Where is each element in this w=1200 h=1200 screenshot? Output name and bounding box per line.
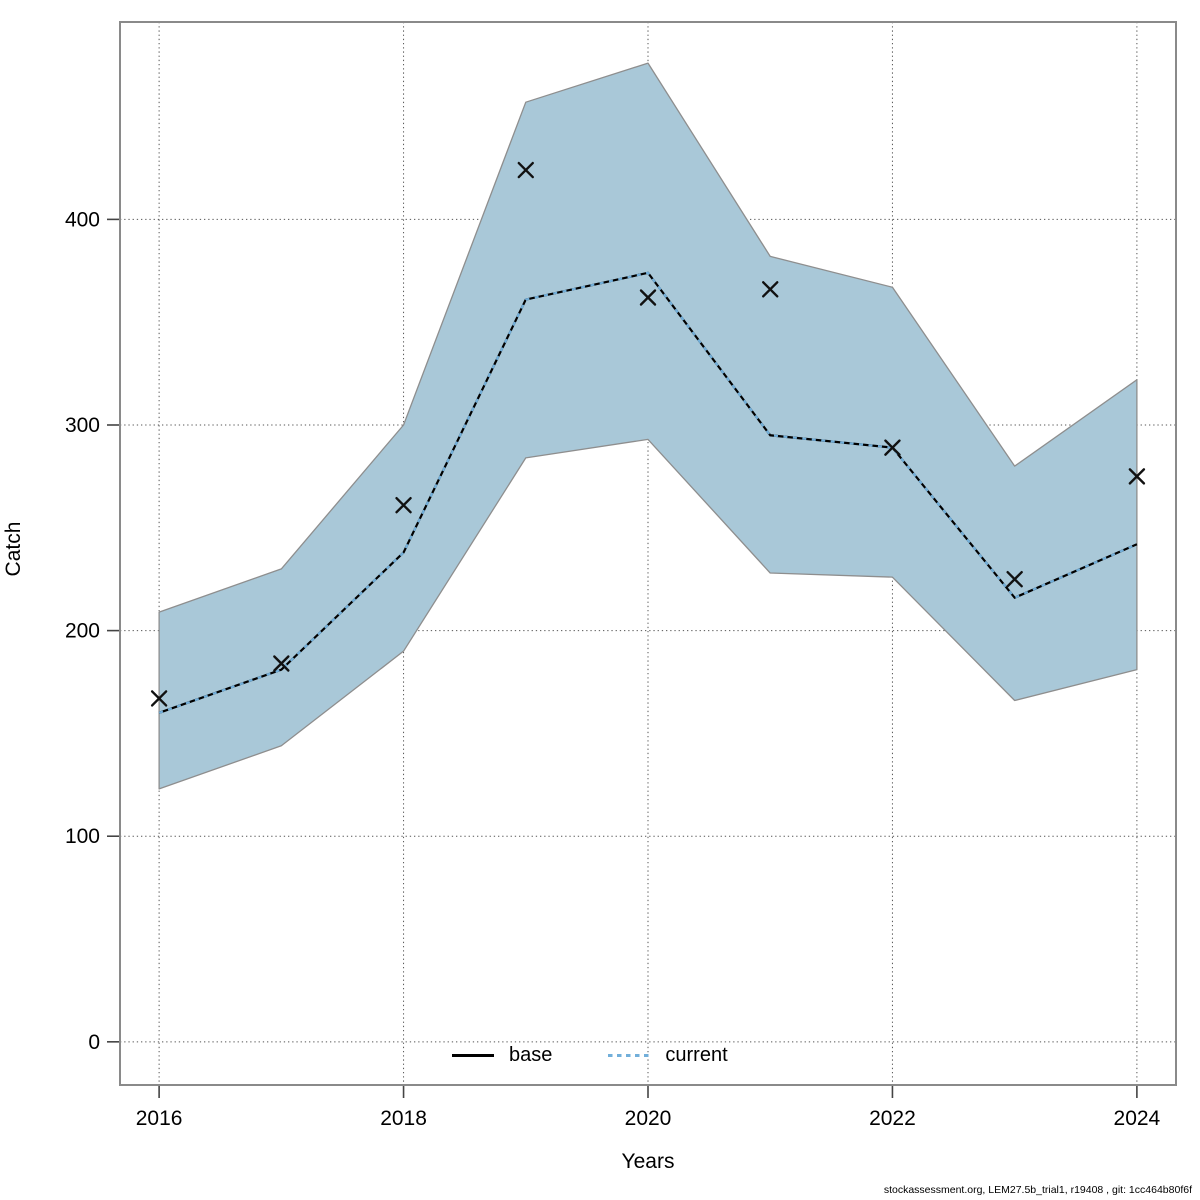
x-marker	[762, 281, 779, 298]
legend-label-base: base	[509, 1044, 553, 1066]
observation-markers	[150, 161, 1146, 707]
current-line-sample-icon	[608, 1054, 651, 1057]
base-line-sample-icon	[452, 1054, 494, 1057]
x-tick-label: 2024	[1114, 1107, 1161, 1130]
x-marker	[273, 655, 290, 672]
x-marker	[517, 161, 534, 179]
x-tick-label: 2016	[136, 1107, 183, 1130]
confidence-band	[158, 62, 1138, 790]
footer-attribution: stockassessment.org, LEM27.5b_trial1, r1…	[883, 1184, 1192, 1196]
legend: base current	[452, 1044, 728, 1067]
y-axis-title: Catch	[2, 521, 25, 577]
plot-border	[119, 21, 1177, 1086]
y-tick-label: 400	[65, 208, 100, 231]
x-marker	[884, 439, 901, 456]
axes: 2016 2018 2020 2022 2024 0 100 200 300 400	[65, 208, 1161, 1130]
x-tick-label: 2020	[625, 1107, 672, 1130]
y-tick-label: 0	[88, 1031, 100, 1054]
y-tick-label: 100	[65, 825, 100, 848]
y-tick-label: 200	[65, 620, 100, 643]
x-marker	[1006, 571, 1023, 588]
x-marker	[1128, 468, 1146, 485]
x-marker	[150, 690, 168, 707]
x-tick-label: 2022	[869, 1107, 916, 1130]
y-tick-label: 300	[65, 414, 100, 437]
x-marker	[395, 496, 412, 514]
legend-label-current: current	[665, 1044, 728, 1066]
current-line	[158, 271, 1138, 714]
x-tick-label: 2018	[380, 1107, 427, 1130]
x-axis-title: Years	[621, 1150, 675, 1173]
x-marker	[639, 289, 657, 306]
